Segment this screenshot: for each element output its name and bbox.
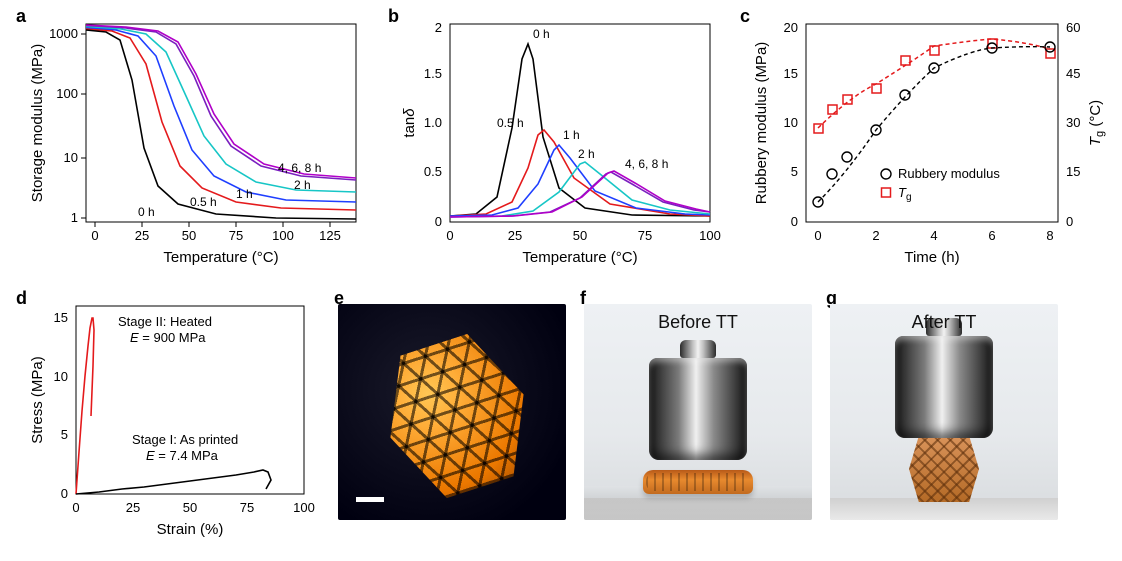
svg-text:20: 20 [784, 20, 798, 35]
chart-d: 0 5 10 15 0 25 50 75 100 Stage II: Heated E =… [20, 294, 320, 544]
panel-label-c: c [740, 6, 750, 27]
svg-text:0 h: 0 h [138, 205, 155, 219]
xlabel-b: Temperature (°C) [522, 249, 637, 266]
svg-text:50: 50 [183, 500, 197, 515]
weight-icon [649, 340, 747, 460]
svg-text:125: 125 [319, 228, 341, 243]
svg-text:10: 10 [54, 369, 68, 384]
svg-text:1 h: 1 h [236, 187, 253, 201]
svg-text:1.0: 1.0 [424, 115, 442, 130]
chart-c: 0 5 10 15 20 0 15 30 45 60 0 2 4 6 8 [744, 12, 1108, 272]
lattice-icon [367, 323, 547, 509]
panel-d: d 05 1015 025 5075100 Stage II: Heated [20, 294, 320, 544]
svg-text:2: 2 [872, 228, 879, 243]
xlabel-a: Temperature (°C) [163, 249, 278, 266]
panel-f: f Before TT [584, 294, 812, 544]
ylabel-c-right: Tg (°C) [1087, 100, 1106, 146]
svg-text:E = 900 MPa: E = 900 MPa [130, 330, 206, 345]
flat-sample-icon [643, 470, 753, 494]
photo-lattice [338, 304, 566, 520]
svg-text:0: 0 [814, 228, 821, 243]
panel-b: b 0 0.5 1.0 1.5 2 0 25 50 75 100 [392, 12, 726, 272]
photo-after-tt: After TT [830, 304, 1058, 520]
ylabel-c-left: Rubbery modulus (MPa) [753, 42, 770, 205]
svg-text:Tg: Tg [898, 185, 912, 203]
svg-text:75: 75 [638, 228, 652, 243]
svg-text:0: 0 [791, 214, 798, 229]
chart-a: 1 10 100 1000 0 25 50 75 100 125 [20, 12, 374, 272]
svg-text:75: 75 [240, 500, 254, 515]
ylabel-a: Storage modulus (MPa) [29, 44, 46, 202]
xlabel-c: Time (h) [904, 249, 959, 266]
xlabel-d: Strain (%) [157, 521, 224, 538]
chart-b: 0 0.5 1.0 1.5 2 0 25 50 75 100 [392, 12, 726, 272]
svg-text:25: 25 [508, 228, 522, 243]
svg-text:15: 15 [1066, 164, 1080, 179]
svg-text:2: 2 [435, 20, 442, 35]
svg-text:2 h: 2 h [294, 178, 311, 192]
stage2-line1: Stage II: Heated [118, 314, 212, 329]
svg-text:tanδ: tanδ [401, 108, 418, 138]
svg-text:10: 10 [64, 150, 78, 165]
svg-text:15: 15 [54, 310, 68, 325]
svg-text:100: 100 [293, 500, 315, 515]
svg-text:0 h: 0 h [533, 27, 550, 41]
ylabel-d: Stress (MPa) [29, 356, 46, 444]
svg-text:15: 15 [784, 66, 798, 81]
svg-text:1.5: 1.5 [424, 66, 442, 81]
svg-text:0: 0 [91, 228, 98, 243]
svg-text:60: 60 [1066, 20, 1080, 35]
svg-text:5: 5 [61, 427, 68, 442]
svg-text:5: 5 [791, 164, 798, 179]
svg-text:6: 6 [988, 228, 995, 243]
svg-text:0: 0 [61, 486, 68, 501]
legend-rubbery: Rubbery modulus [898, 166, 1000, 181]
photo-before-tt: Before TT [584, 304, 812, 520]
panel-e: e [338, 294, 566, 544]
svg-text:1: 1 [71, 210, 78, 225]
upright-sample-icon [909, 436, 979, 502]
svg-text:10: 10 [784, 115, 798, 130]
svg-text:50: 50 [573, 228, 587, 243]
scalebar-icon [356, 497, 384, 502]
panel-label-a: a [16, 6, 26, 27]
svg-text:1000: 1000 [49, 26, 78, 41]
panel-c: c 05 101520 015 304560 02 468 [744, 12, 1108, 272]
svg-text:1 h: 1 h [563, 128, 580, 142]
after-tt-label: After TT [912, 312, 977, 333]
svg-text:4, 6, 8 h: 4, 6, 8 h [625, 157, 668, 171]
svg-text:0.5 h: 0.5 h [190, 195, 217, 209]
svg-text:E = 7.4 MPa: E = 7.4 MPa [146, 448, 219, 463]
svg-text:2 h: 2 h [578, 147, 595, 161]
svg-text:100: 100 [699, 228, 721, 243]
panel-label-b: b [388, 6, 399, 27]
panel-a: a 1 10 100 1000 0 25 50 75 100 125 [20, 12, 374, 272]
panel-g: g After TT [830, 294, 1058, 544]
svg-text:0: 0 [1066, 214, 1073, 229]
svg-text:45: 45 [1066, 66, 1080, 81]
svg-text:0: 0 [446, 228, 453, 243]
svg-text:30: 30 [1066, 115, 1080, 130]
svg-text:4, 6, 8 h: 4, 6, 8 h [278, 161, 321, 175]
before-tt-label: Before TT [658, 312, 738, 333]
svg-text:100: 100 [272, 228, 294, 243]
svg-text:100: 100 [56, 86, 78, 101]
svg-text:4: 4 [930, 228, 937, 243]
svg-text:25: 25 [126, 500, 140, 515]
svg-text:75: 75 [229, 228, 243, 243]
svg-text:0.5: 0.5 [424, 164, 442, 179]
svg-text:25: 25 [135, 228, 149, 243]
svg-text:0: 0 [72, 500, 79, 515]
panel-label-d: d [16, 288, 27, 309]
svg-text:0.5 h: 0.5 h [497, 116, 524, 130]
weight-icon [895, 318, 993, 438]
svg-text:50: 50 [182, 228, 196, 243]
svg-text:8: 8 [1046, 228, 1053, 243]
svg-text:0: 0 [435, 214, 442, 229]
stage1-line1: Stage I: As printed [132, 432, 238, 447]
